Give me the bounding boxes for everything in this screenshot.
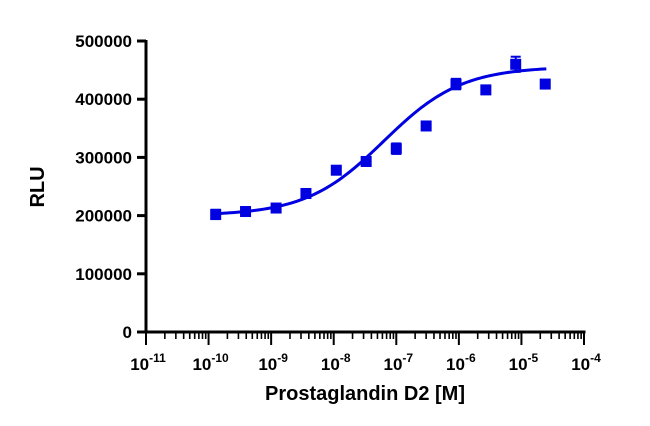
x-tick-label: 10-8 <box>321 351 351 374</box>
y-tick-label: 200000 <box>75 207 132 226</box>
data-point <box>510 58 522 70</box>
data-point <box>360 155 372 167</box>
data-point <box>270 202 282 214</box>
data-point <box>539 78 551 90</box>
axes-group <box>144 40 586 334</box>
ticks-group: 0 100000 200000 300000 400000 500000 10-11 10-1… <box>75 32 601 374</box>
data-point <box>240 206 252 218</box>
data-point <box>330 164 342 176</box>
y-tick-label: 300000 <box>75 148 132 167</box>
y-tick-label: 400000 <box>75 90 132 109</box>
fit-curve-line <box>213 67 547 216</box>
x-tick-label: 10-7 <box>383 351 413 374</box>
data-point <box>390 143 402 155</box>
y-axis-title: RLU <box>27 166 49 207</box>
x-tick-label: 10-9 <box>258 351 288 374</box>
data-point <box>480 84 492 96</box>
data-point <box>300 187 312 199</box>
x-tick-label: 10-6 <box>446 351 476 374</box>
y-tick-label: 0 <box>123 323 132 342</box>
y-tick-label: 100000 <box>75 265 132 284</box>
fit-curve-group <box>213 67 547 216</box>
x-axis-title: Prostaglandin D2 [M] <box>265 383 465 405</box>
data-point <box>210 208 222 220</box>
y-tick-label: 500000 <box>75 32 132 51</box>
x-tick-label: 10-5 <box>509 351 539 374</box>
data-points-group <box>210 55 551 221</box>
x-tick-label: 10-10 <box>192 351 229 374</box>
x-tick-label: 10-4 <box>571 351 601 374</box>
data-point <box>450 78 462 90</box>
x-tick-label: 10-11 <box>130 351 166 374</box>
data-point <box>420 120 432 132</box>
